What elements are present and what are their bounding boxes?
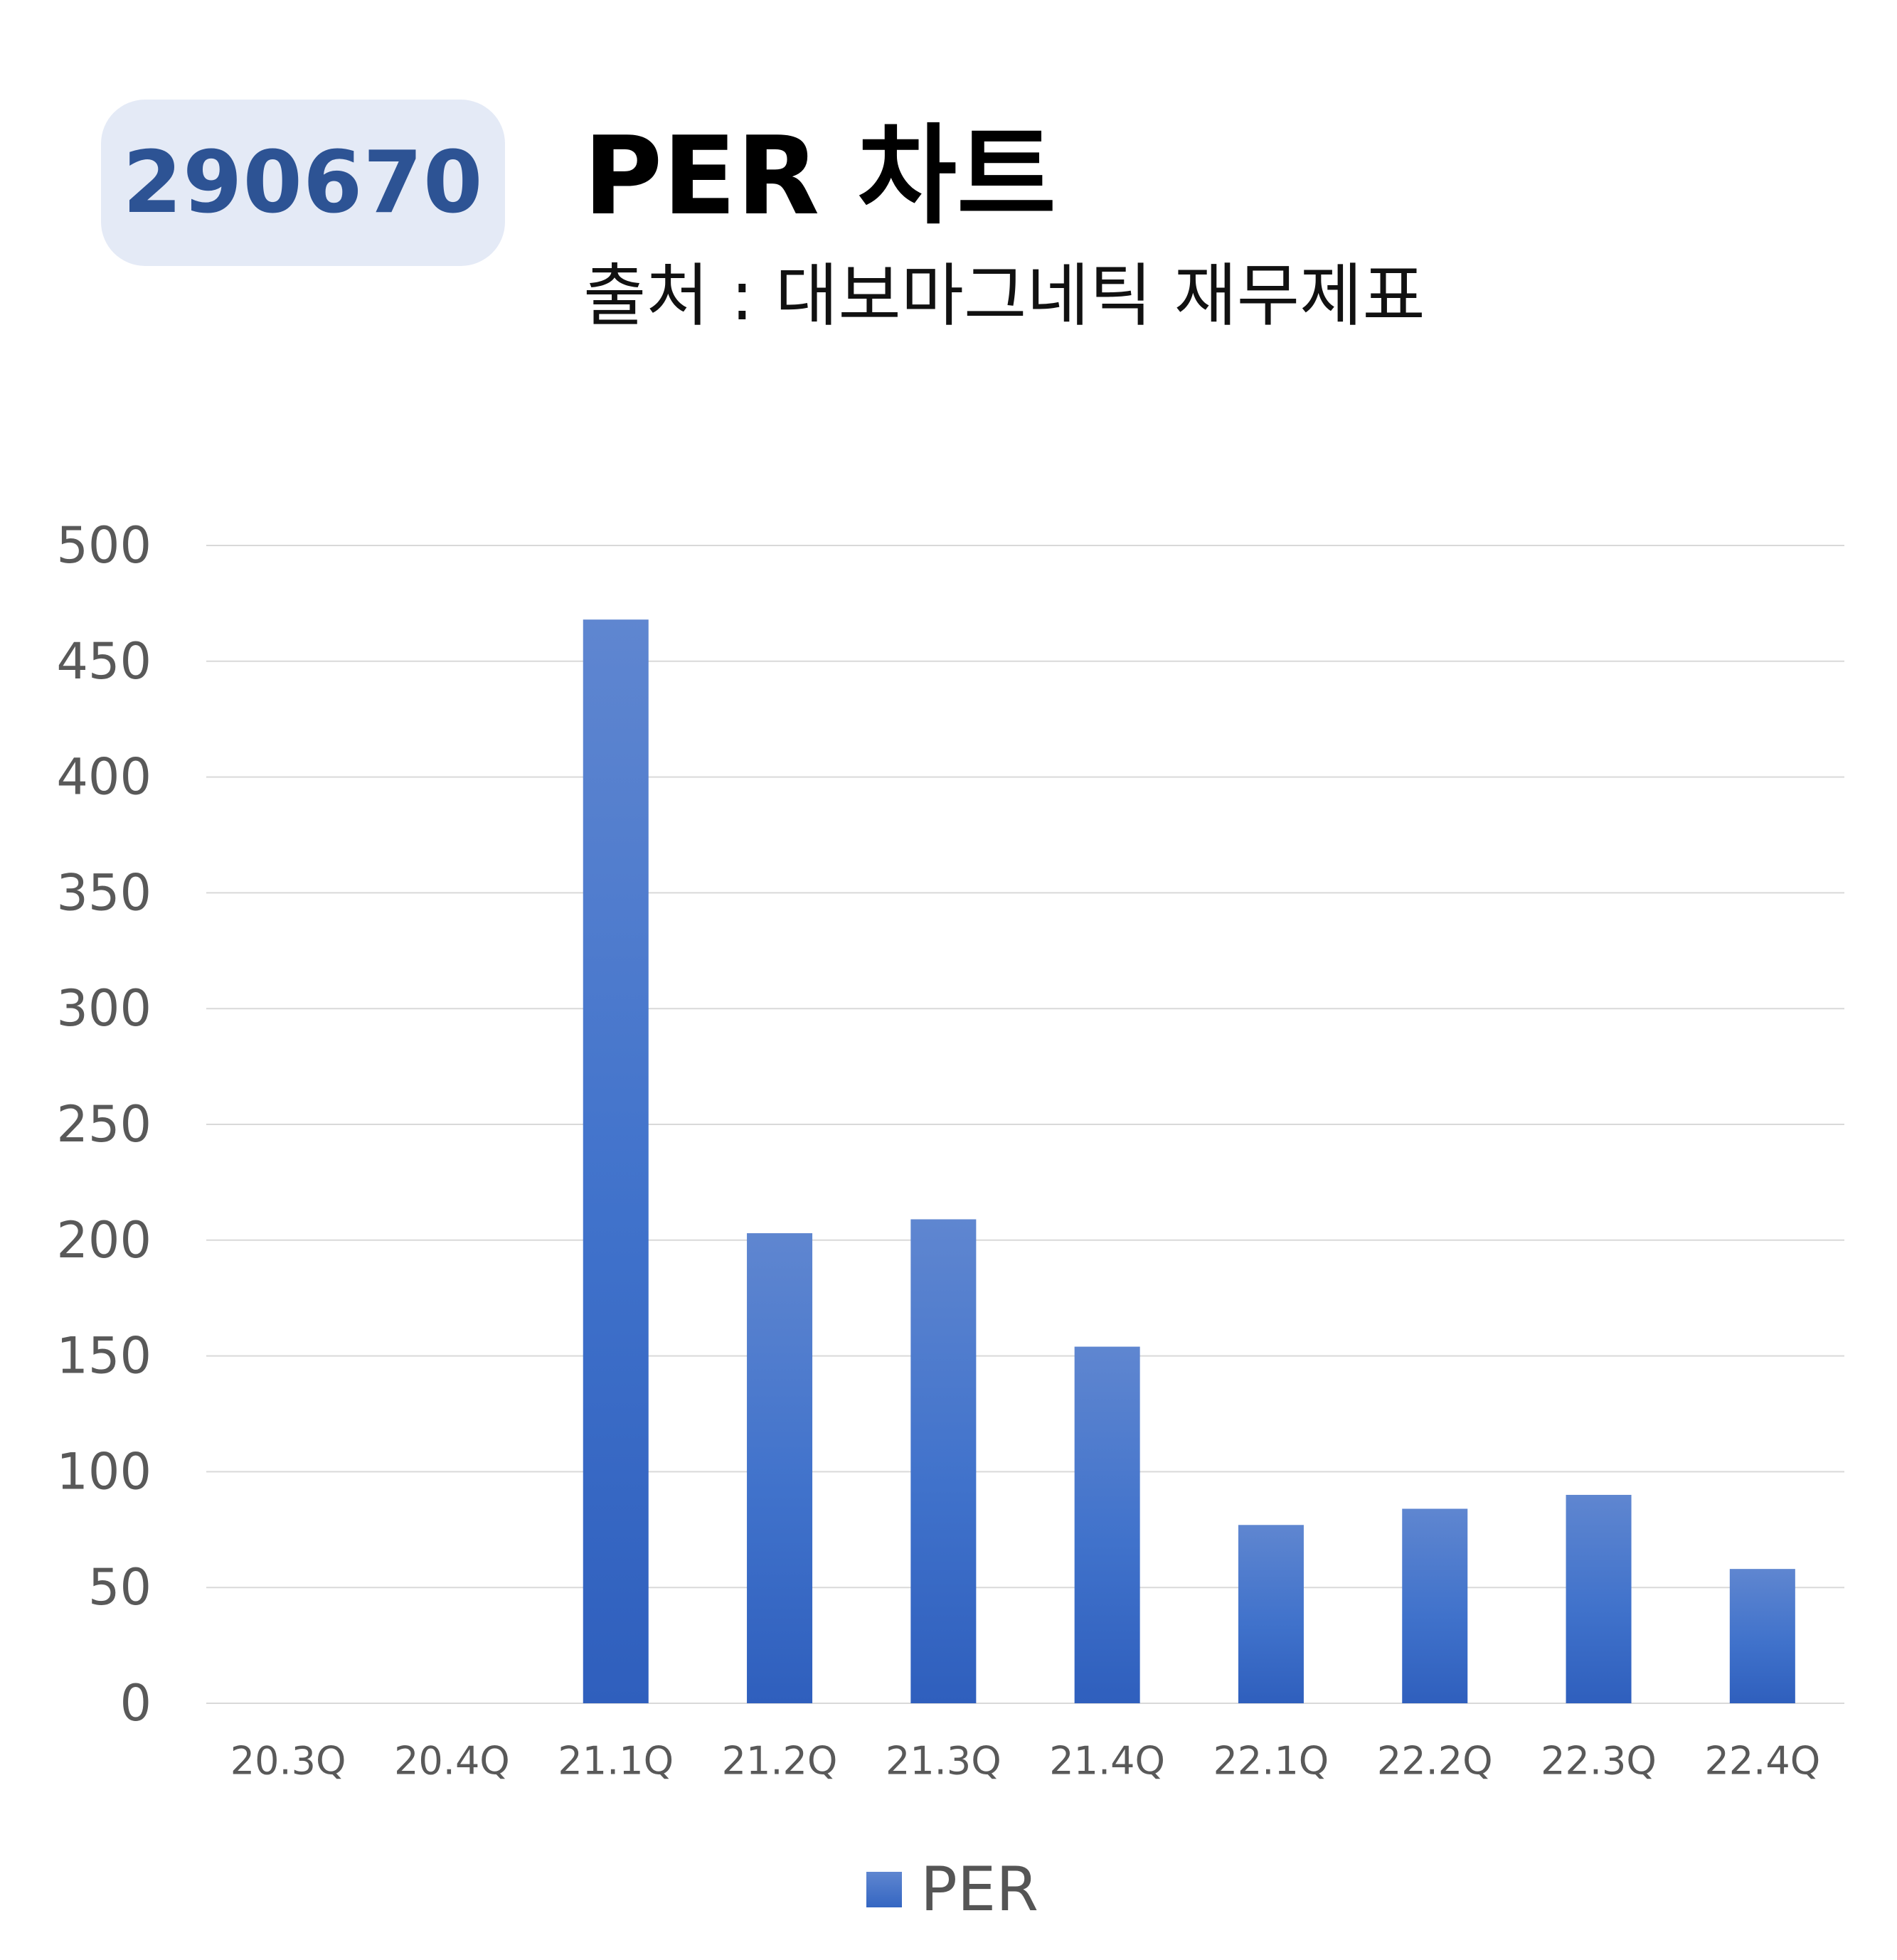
x-tick-label: 21.4Q (1049, 1739, 1165, 1784)
bar-22.3Q (1566, 1494, 1632, 1703)
x-tick-label: 22.2Q (1377, 1739, 1493, 1784)
legend-swatch-per (866, 1872, 902, 1907)
x-axis-ticks: 20.3Q 20.4Q 21.1Q 21.2Q 21.3Q 21.4Q 22.1Q 22.2Q… (230, 1739, 1820, 1784)
chart-subtitle: 출처 : 대보마그네틱 재무제표 (583, 256, 1425, 336)
x-tick-label: 22.4Q (1704, 1739, 1820, 1784)
x-tick-label: 20.4Q (394, 1739, 510, 1784)
x-tick-label: 22.1Q (1213, 1739, 1329, 1784)
legend-label-per: PER (920, 1854, 1038, 1925)
x-tick-label: 21.2Q (722, 1739, 838, 1784)
bar-22.4Q (1729, 1569, 1795, 1703)
y-tick-label: 150 (56, 1327, 152, 1385)
x-tick-label: 22.3Q (1541, 1739, 1657, 1784)
bar-21.2Q (747, 1233, 813, 1703)
x-tick-label: 20.3Q (230, 1739, 346, 1784)
y-tick-label: 350 (56, 863, 152, 922)
legend: PER (866, 1859, 1038, 1920)
bar-22.2Q (1402, 1508, 1468, 1703)
y-tick-label: 100 (56, 1442, 152, 1501)
y-axis-ticks: 0 50 100 150 200 250 300 350 400 450 500 (56, 516, 152, 1732)
y-tick-label: 50 (88, 1558, 152, 1617)
x-tick-label: 21.3Q (886, 1739, 1001, 1784)
y-tick-label: 200 (56, 1211, 152, 1269)
y-tick-label: 250 (56, 1095, 152, 1154)
bar-21.1Q (583, 619, 649, 1703)
y-tick-label: 0 (119, 1674, 152, 1732)
bars (583, 619, 1795, 1703)
y-tick-label: 450 (56, 632, 152, 691)
bar-21.3Q (910, 1219, 977, 1703)
chart-title: PER 차트 (583, 113, 1056, 239)
y-tick-label: 300 (56, 979, 152, 1038)
stock-code: 290670 (122, 133, 484, 233)
y-tick-label: 500 (56, 516, 152, 575)
y-tick-label: 400 (56, 748, 152, 806)
bar-21.4Q (1074, 1346, 1140, 1703)
stock-code-badge: 290670 (101, 100, 505, 266)
bar-22.1Q (1238, 1525, 1304, 1703)
x-tick-label: 21.1Q (558, 1739, 674, 1784)
